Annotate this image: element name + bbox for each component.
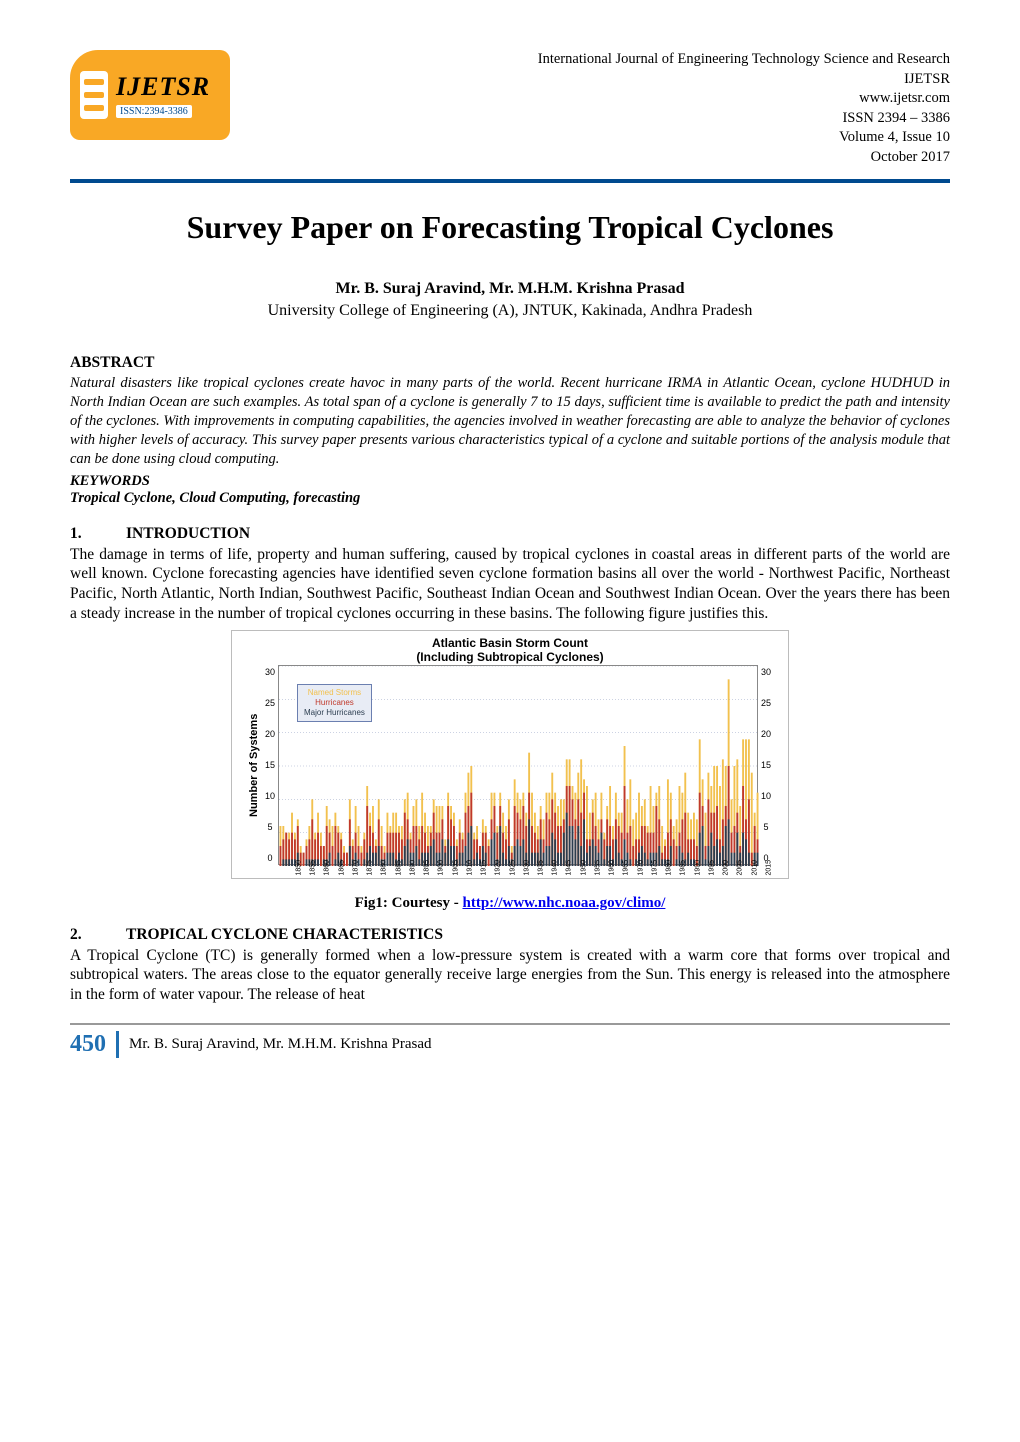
authors-line: Mr. B. Suraj Aravind, Mr. M.H.M. Krishna… xyxy=(70,280,950,298)
section-1-number: 1. xyxy=(70,525,126,543)
journal-logo: IJETSR ISSN:2394-3386 xyxy=(70,50,230,140)
page-footer: 450 Mr. B. Suraj Aravind, Mr. M.H.M. Kri… xyxy=(70,1023,950,1058)
figure-1: Atlantic Basin Storm Count (Including Su… xyxy=(70,630,950,912)
keywords-label: KEYWORDS xyxy=(70,473,950,490)
keywords-list: Tropical Cyclone, Cloud Computing, forec… xyxy=(70,490,950,507)
section-2-heading: 2.TROPICAL CYCLONE CHARACTERISTICS xyxy=(70,926,950,944)
chart-title-line1: Atlantic Basin Storm Count xyxy=(432,636,588,650)
chart-legend: Named StormsHurricanesMajor Hurricanes xyxy=(297,684,372,722)
page-container: IJETSR ISSN:2394-3386 International Jour… xyxy=(0,0,1020,1088)
abstract-heading: ABSTRACT xyxy=(70,354,950,372)
chart-title: Atlantic Basin Storm Count (Including Su… xyxy=(246,637,774,665)
page-number: 450 xyxy=(70,1031,119,1058)
section-2-title: TROPICAL CYCLONE CHARACTERISTICS xyxy=(126,926,443,943)
section-1-body: The damage in terms of life, property an… xyxy=(70,545,950,624)
journal-date: October 2017 xyxy=(538,148,950,168)
chart-plot: Named StormsHurricanesMajor Hurricanes xyxy=(278,665,758,865)
logo-bars-icon xyxy=(80,71,108,119)
paper-title: Survey Paper on Forecasting Tropical Cyc… xyxy=(70,209,950,246)
logo-text: IJETSR ISSN:2394-3386 xyxy=(116,72,210,119)
footer-authors: Mr. B. Suraj Aravind, Mr. M.H.M. Krishna… xyxy=(129,1036,432,1053)
section-1-heading: 1.INTRODUCTION xyxy=(70,525,950,543)
logo-issn: ISSN:2394-3386 xyxy=(116,105,192,118)
y-axis-ticks-left: 302520151050 xyxy=(262,665,278,865)
journal-volume: Volume 4, Issue 10 xyxy=(538,128,950,148)
journal-issn: ISSN 2394 – 3386 xyxy=(538,109,950,129)
header-rule xyxy=(70,179,950,183)
journal-website: www.ijetsr.com xyxy=(538,89,950,109)
journal-name: International Journal of Engineering Tec… xyxy=(538,50,950,70)
section-2-body: A Tropical Cyclone (TC) is generally for… xyxy=(70,946,950,1005)
chart-area: Number of Systems 302520151050 Named Sto… xyxy=(246,665,774,865)
page-header: IJETSR ISSN:2394-3386 International Jour… xyxy=(70,50,950,175)
y-axis-label: Number of Systems xyxy=(246,665,262,865)
figure-caption: Fig1: Courtesy - http://www.nhc.noaa.gov… xyxy=(70,895,950,912)
header-meta: International Journal of Engineering Tec… xyxy=(538,50,950,167)
journal-abbrev: IJETSR xyxy=(538,70,950,90)
chart-container: Atlantic Basin Storm Count (Including Su… xyxy=(231,630,789,879)
affiliation-line: University College of Engineering (A), J… xyxy=(70,302,950,320)
abstract-body: Natural disasters like tropical cyclones… xyxy=(70,374,950,468)
section-1-title: INTRODUCTION xyxy=(126,525,250,542)
chart-title-line2: (Including Subtropical Cyclones) xyxy=(416,650,603,664)
section-2-number: 2. xyxy=(70,926,126,944)
caption-prefix: Fig1: Courtesy - xyxy=(355,895,463,911)
logo-acronym: IJETSR xyxy=(116,72,210,102)
caption-link[interactable]: http://www.nhc.noaa.gov/climo/ xyxy=(462,895,665,911)
y-axis-ticks-right: 302520151050 xyxy=(758,665,774,865)
